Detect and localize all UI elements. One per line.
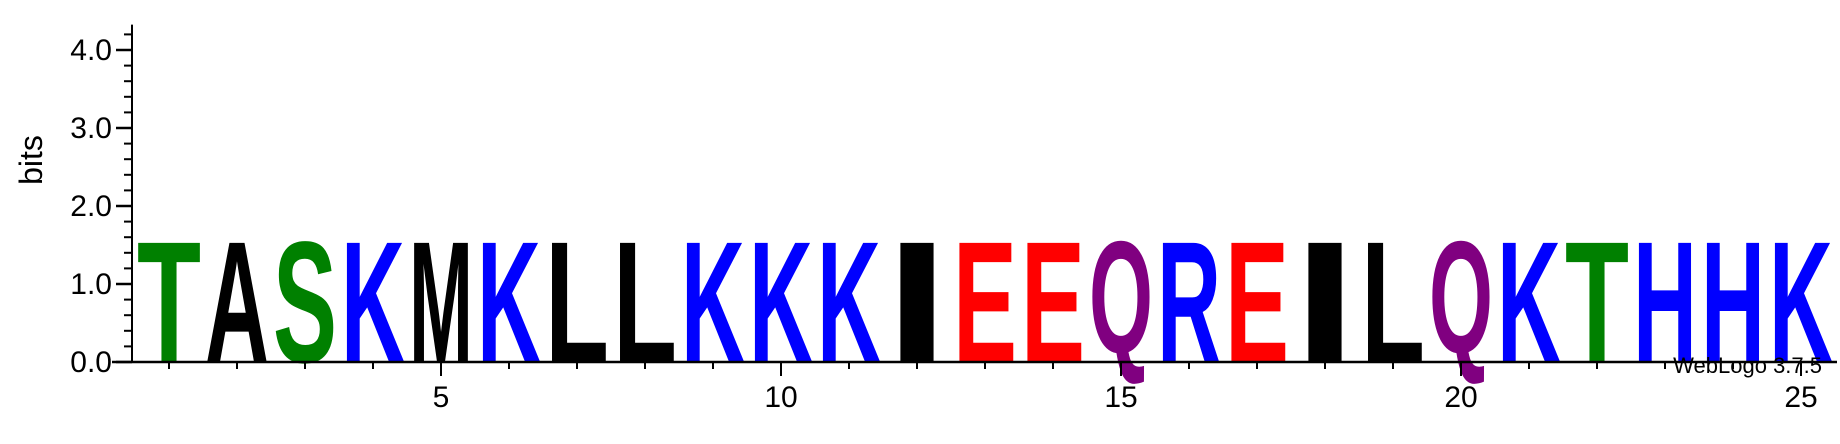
logo-glyph-i: I xyxy=(885,206,949,399)
x-tick-label: 15 xyxy=(1104,381,1137,414)
y-tick-label: 0.0 xyxy=(70,346,112,379)
logo-glyph-q: Q xyxy=(1089,208,1153,387)
y-tick-label: 3.0 xyxy=(70,112,112,145)
logo-glyph-k: K xyxy=(1497,207,1561,400)
y-tick-label: 4.0 xyxy=(70,34,112,67)
logo-glyph-l: L xyxy=(613,206,677,400)
logo-glyph-s: S xyxy=(273,205,337,399)
logo-glyph-k: K xyxy=(477,207,541,400)
logo-glyph-e: E xyxy=(1021,205,1085,399)
logo-glyph-q: Q xyxy=(1429,208,1493,387)
y-tick-label: 1.0 xyxy=(70,268,112,301)
logo-glyph-l: L xyxy=(545,206,609,400)
logo-glyph-t: T xyxy=(1565,206,1629,400)
x-tick-label: 20 xyxy=(1444,381,1477,414)
logo-glyph-i: I xyxy=(1293,206,1357,399)
y-axis-label: bits xyxy=(13,135,49,185)
logo-glyph-r: R xyxy=(1157,207,1221,400)
logo-glyph-a: A xyxy=(205,207,269,400)
x-tick-label: 25 xyxy=(1784,381,1817,414)
x-axis: 5 10 15 20 25 xyxy=(112,360,1837,414)
x-tick-label: 10 xyxy=(764,381,797,414)
logo-glyph-e: E xyxy=(1225,205,1289,399)
logo-glyph-k: K xyxy=(341,207,405,400)
y-axis: 0.0 1.0 2.0 3.0 4.0 xyxy=(70,24,133,379)
logo-glyph-l: L xyxy=(1361,206,1425,400)
logo-glyph-k: K xyxy=(817,207,881,400)
weblogo-credit: WebLogo 3.7.5 xyxy=(1673,353,1822,378)
y-tick-label: 2.0 xyxy=(70,190,112,223)
logo-glyph-k: K xyxy=(681,207,745,400)
logo-glyph-e: E xyxy=(953,205,1017,399)
x-tick-label: 5 xyxy=(433,381,450,414)
logo-glyph-t: T xyxy=(137,206,201,400)
